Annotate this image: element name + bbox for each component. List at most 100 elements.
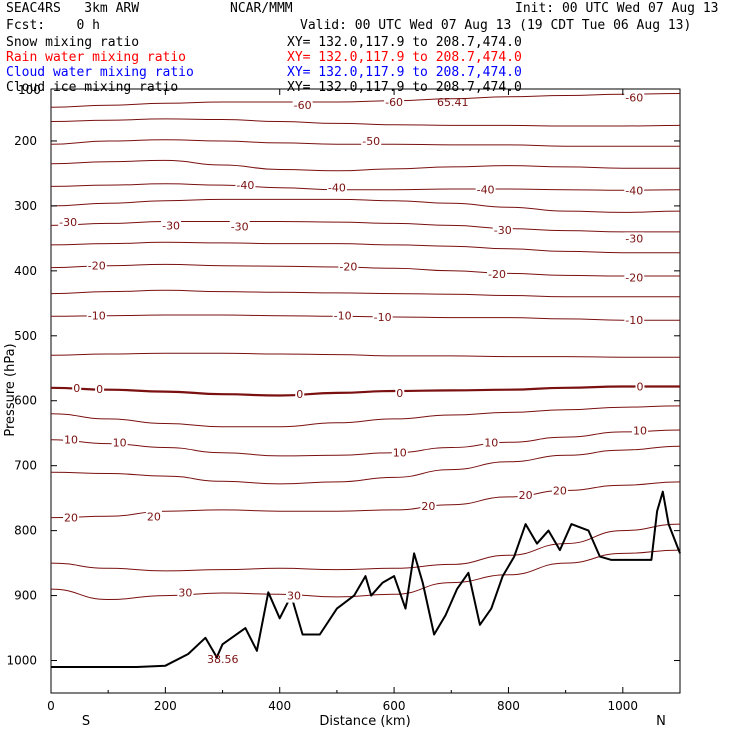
contour-label: -60 xyxy=(625,91,643,104)
isotherm-m25 xyxy=(51,241,680,254)
contour-label: -40 xyxy=(236,179,254,192)
contour-label-bg xyxy=(624,271,645,285)
contour-label: 20 xyxy=(64,512,78,525)
contour-label-bg xyxy=(624,314,645,328)
isotherm-15 xyxy=(51,445,680,485)
field-name-snow: Snow mixing ratio xyxy=(6,35,140,50)
field-name-rain: Rain water mixing ratio xyxy=(6,50,187,65)
terrain-line xyxy=(51,490,681,668)
valid-time: Valid: 00 UTC Wed 07 Aug 13 (19 CDT Tue … xyxy=(300,18,692,33)
contour-label: 20 xyxy=(421,500,435,513)
contour-label-bg xyxy=(111,436,128,450)
contour-label-bg xyxy=(372,310,393,324)
contour-label: -20 xyxy=(339,260,357,273)
contour-label: 10 xyxy=(393,447,407,460)
contour-label-bg xyxy=(475,183,496,197)
contour-label: -30 xyxy=(625,232,643,245)
contour-label: 10 xyxy=(113,436,127,449)
contour-label: -30 xyxy=(494,224,512,237)
y-tick-label: 200 xyxy=(14,134,37,148)
isotherm-layer xyxy=(51,93,680,601)
contour-label-bg xyxy=(384,95,405,109)
y-tick-label: 600 xyxy=(14,394,37,408)
contour-label: 0 xyxy=(636,380,643,393)
x-tick-label: 200 xyxy=(154,699,177,713)
isotherm-m35 xyxy=(51,198,680,213)
contour-label: -40 xyxy=(477,184,495,197)
isotherm-m45 xyxy=(51,159,680,172)
x-tick-label: 0 xyxy=(47,699,55,713)
contour-label: -60 xyxy=(294,99,312,112)
contour-label: 0 xyxy=(396,387,403,400)
contour-label-bg xyxy=(286,589,303,603)
plot-frame xyxy=(50,88,681,694)
contour-label-bg xyxy=(395,386,405,400)
x-tick-label: 800 xyxy=(497,699,520,713)
contour-label-bg xyxy=(292,99,313,113)
isotherm-10 xyxy=(51,429,680,457)
isotherm-25 xyxy=(51,523,680,572)
contour-label-bg xyxy=(58,216,79,230)
y-tick-label: 400 xyxy=(14,264,37,278)
contour-label: -30 xyxy=(231,221,249,234)
contour-label-bg xyxy=(624,184,645,198)
isotherm-0 xyxy=(51,385,680,397)
field-xy-cloud-water: XY= 132.0,117.9 to 208.7,474.0 xyxy=(287,65,522,80)
contour-label-bg xyxy=(177,586,194,600)
y-axis-label: Pressure (hPa) xyxy=(3,343,18,436)
contour-label: 30 xyxy=(287,590,301,603)
contour-label-bg xyxy=(326,181,347,195)
contour-label: -60 xyxy=(385,96,403,109)
isotherm-30 xyxy=(51,549,680,601)
contour-label: 10 xyxy=(484,436,498,449)
y-tick-label: 700 xyxy=(14,459,37,473)
contour-label-bg xyxy=(420,499,437,513)
contour-label-bg xyxy=(63,433,80,447)
y-tick-label: 900 xyxy=(14,589,37,603)
min-value-label: 38.56 xyxy=(207,653,239,666)
field-name-cloud-ice: Cloud ice mixing ratio xyxy=(6,80,179,95)
contour-label-bg xyxy=(517,488,534,502)
contour-label: 0 xyxy=(73,382,80,395)
contour-label: -50 xyxy=(362,135,380,148)
contour-label-bg xyxy=(95,383,105,397)
contour-label: 30 xyxy=(178,586,192,599)
contour-label-bg xyxy=(229,220,250,234)
contour-label-bg xyxy=(161,219,182,233)
field-xy-snow: XY= 132.0,117.9 to 208.7,474.0 xyxy=(287,35,522,50)
y-tick-label: 500 xyxy=(14,329,37,343)
contour-label-bg xyxy=(391,446,408,460)
isotherm-m10 xyxy=(51,314,680,321)
contour-label-bg xyxy=(332,309,353,323)
contour-label: -20 xyxy=(625,271,643,284)
south-label: S xyxy=(82,714,90,729)
contour-label: 0 xyxy=(296,388,303,401)
contour-label: 10 xyxy=(633,425,647,438)
terrain-layer xyxy=(51,490,681,668)
isotherm-m20 xyxy=(51,263,680,277)
max-value-label: 65.41 xyxy=(437,96,469,109)
contour-label: 20 xyxy=(147,510,161,523)
field-name-cloud-water: Cloud water mixing ratio xyxy=(6,65,194,80)
y-tick-label: 300 xyxy=(14,199,37,213)
model-label: SEAC4RS 3km ARW xyxy=(6,1,140,16)
contour-label-bg xyxy=(72,381,82,395)
isotherm-5 xyxy=(51,405,680,428)
isotherm-20 xyxy=(51,481,680,519)
contour-label-bg xyxy=(631,424,648,438)
contour-label: -40 xyxy=(625,184,643,197)
contour-label: -10 xyxy=(88,310,106,323)
init-time: Init: 00 UTC Wed 07 Aug 13 xyxy=(515,1,719,16)
top-clipped-label: 100 xyxy=(18,83,41,97)
contour-label: 0 xyxy=(96,383,103,396)
contour-label-bg xyxy=(624,232,645,246)
contour-label-bg xyxy=(145,510,162,524)
contour-label: 20 xyxy=(553,484,567,497)
contour-label-bg xyxy=(63,511,80,525)
y-tick-label: 800 xyxy=(14,524,37,538)
forecast-hour: Fcst: 0 h xyxy=(6,18,100,33)
contour-label: -10 xyxy=(334,310,352,323)
contour-label: -20 xyxy=(88,260,106,273)
x-tick-label: 1000 xyxy=(608,699,639,713)
